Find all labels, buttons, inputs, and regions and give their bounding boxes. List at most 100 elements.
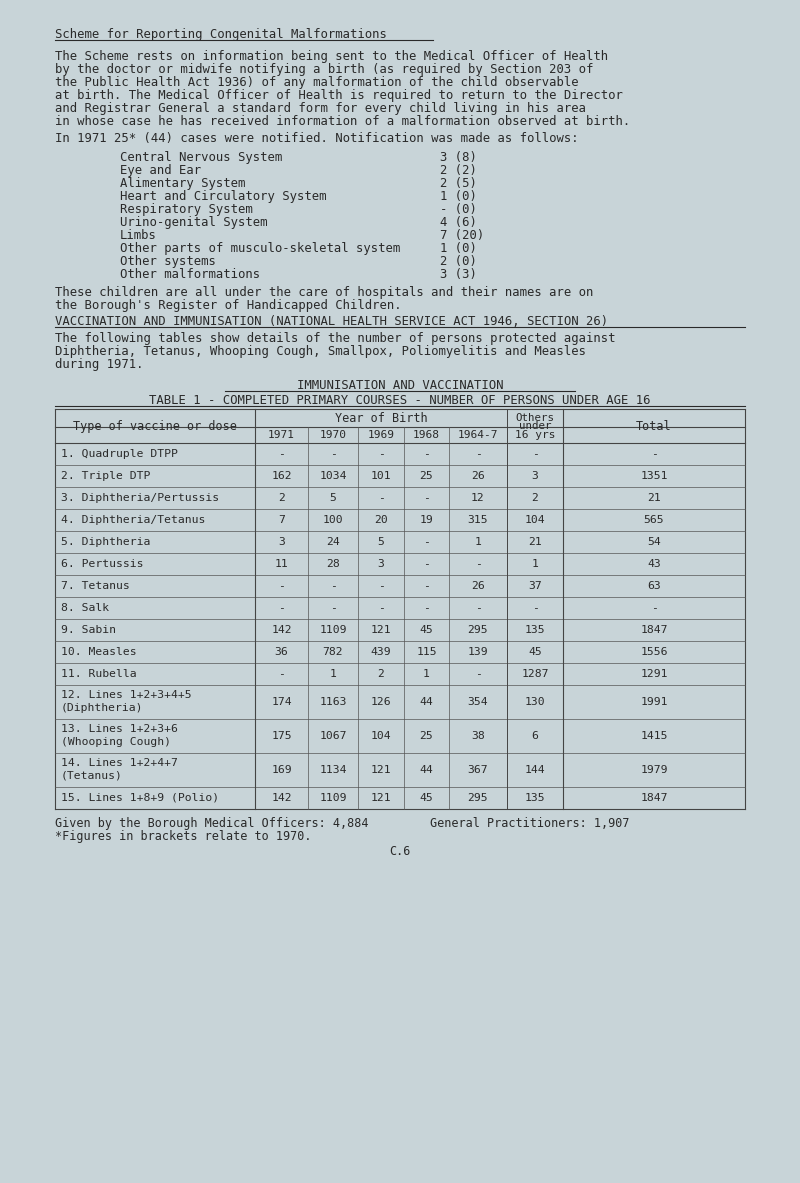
Text: 121: 121 [370,793,391,803]
Text: 14. Lines 1+2+4+7: 14. Lines 1+2+4+7 [61,758,178,768]
Text: 9. Sabin: 9. Sabin [61,625,116,635]
Text: 1971: 1971 [268,429,295,440]
Text: 5. Diphtheria: 5. Diphtheria [61,537,150,547]
Text: Central Nervous System: Central Nervous System [120,151,282,164]
Text: 142: 142 [271,793,292,803]
Text: 2. Triple DTP: 2. Triple DTP [61,471,150,481]
Text: 45: 45 [420,625,434,635]
Text: 142: 142 [271,625,292,635]
Text: 1287: 1287 [522,670,549,679]
Text: 6. Pertussis: 6. Pertussis [61,560,143,569]
Text: 354: 354 [468,697,488,707]
Text: 1109: 1109 [319,625,346,635]
Text: 10. Measles: 10. Measles [61,647,137,657]
Text: TABLE 1 - COMPLETED PRIMARY COURSES - NUMBER OF PERSONS UNDER AGE 16: TABLE 1 - COMPLETED PRIMARY COURSES - NU… [150,394,650,407]
Text: 36: 36 [274,647,288,657]
Text: Heart and Circulatory System: Heart and Circulatory System [120,190,326,203]
Text: C.6: C.6 [390,845,410,858]
Text: 3: 3 [278,537,285,547]
Text: 25: 25 [420,731,434,741]
Text: 1: 1 [531,560,538,569]
Text: -: - [423,581,430,592]
Text: 20: 20 [374,515,388,525]
Text: 7 (20): 7 (20) [440,230,484,243]
Text: 782: 782 [322,647,343,657]
Text: -: - [378,493,385,503]
Text: The Scheme rests on information being sent to the Medical Officer of Health: The Scheme rests on information being se… [55,50,608,63]
Text: 6: 6 [531,731,538,741]
Text: 1. Quadruple DTPP: 1. Quadruple DTPP [61,450,178,459]
Text: 7. Tetanus: 7. Tetanus [61,581,130,592]
Text: 3: 3 [531,471,538,481]
Text: -: - [330,603,337,613]
Text: -: - [378,450,385,459]
Text: 144: 144 [525,765,546,775]
Text: Scheme for Reporting Congenital Malformations: Scheme for Reporting Congenital Malforma… [55,28,387,41]
Text: 12. Lines 1+2+3+4+5: 12. Lines 1+2+3+4+5 [61,690,192,700]
Text: Type of vaccine or dose: Type of vaccine or dose [73,420,237,433]
Text: -: - [423,450,430,459]
Text: 121: 121 [370,625,391,635]
Text: 4. Diphtheria/Tetanus: 4. Diphtheria/Tetanus [61,515,206,525]
Text: 1979: 1979 [640,765,668,775]
Text: -: - [474,670,482,679]
Text: Alimentary System: Alimentary System [120,177,246,190]
Text: 104: 104 [370,731,391,741]
Text: 3 (8): 3 (8) [440,151,477,164]
Text: 2: 2 [378,670,385,679]
Text: Respiratory System: Respiratory System [120,203,253,216]
Text: 21: 21 [647,493,661,503]
Text: 175: 175 [271,731,292,741]
Text: (Diphtheria): (Diphtheria) [61,703,143,713]
Text: VACCINATION AND IMMUNISATION (NATIONAL HEALTH SERVICE ACT 1946, SECTION 26): VACCINATION AND IMMUNISATION (NATIONAL H… [55,315,608,328]
Text: -: - [423,537,430,547]
Text: and Registrar General a standard form for every child living in his area: and Registrar General a standard form fo… [55,102,586,115]
Text: 21: 21 [528,537,542,547]
Text: 54: 54 [647,537,661,547]
Text: 38: 38 [471,731,485,741]
Text: *Figures in brackets relate to 1970.: *Figures in brackets relate to 1970. [55,830,311,843]
Text: 1968: 1968 [413,429,440,440]
Text: 16 yrs: 16 yrs [514,429,555,440]
Text: Urino-genital System: Urino-genital System [120,216,267,230]
Text: 63: 63 [647,581,661,592]
Text: -: - [474,560,482,569]
Text: 121: 121 [370,765,391,775]
Text: 5: 5 [378,537,385,547]
Text: Other parts of musculo-skeletal system: Other parts of musculo-skeletal system [120,243,400,256]
Text: 174: 174 [271,697,292,707]
Text: 24: 24 [326,537,340,547]
Text: 2 (5): 2 (5) [440,177,477,190]
Text: 1: 1 [474,537,482,547]
Text: These children are all under the care of hospitals and their names are on: These children are all under the care of… [55,286,594,299]
Text: 1034: 1034 [319,471,346,481]
Text: Given by the Borough Medical Officers: 4,884: Given by the Borough Medical Officers: 4… [55,817,369,830]
Text: Other systems: Other systems [120,256,216,269]
Text: 135: 135 [525,793,546,803]
Text: Others: Others [515,413,554,424]
Text: in whose case he has received information of a malformation observed at birth.: in whose case he has received informatio… [55,115,630,128]
Text: 130: 130 [525,697,546,707]
Text: 1556: 1556 [640,647,668,657]
Text: 100: 100 [322,515,343,525]
Text: - (0): - (0) [440,203,477,216]
Text: 11: 11 [274,560,288,569]
Text: 3. Diphtheria/Pertussis: 3. Diphtheria/Pertussis [61,493,219,503]
Text: Total: Total [636,420,672,433]
Text: The following tables show details of the number of persons protected against: The following tables show details of the… [55,332,615,345]
Text: Diphtheria, Tetanus, Whooping Cough, Smallpox, Poliomyelitis and Measles: Diphtheria, Tetanus, Whooping Cough, Sma… [55,345,586,358]
Text: 2: 2 [278,493,285,503]
Text: 44: 44 [420,697,434,707]
Text: Eye and Ear: Eye and Ear [120,164,201,177]
Text: -: - [378,581,385,592]
Text: -: - [474,450,482,459]
Text: 13. Lines 1+2+3+6: 13. Lines 1+2+3+6 [61,724,178,733]
Text: 1970: 1970 [319,429,346,440]
Text: 1: 1 [423,670,430,679]
Text: 19: 19 [420,515,434,525]
Text: 104: 104 [525,515,546,525]
Text: 139: 139 [468,647,488,657]
Text: 101: 101 [370,471,391,481]
Text: 315: 315 [468,515,488,525]
Text: at birth. The Medical Officer of Health is required to return to the Director: at birth. The Medical Officer of Health … [55,89,623,102]
